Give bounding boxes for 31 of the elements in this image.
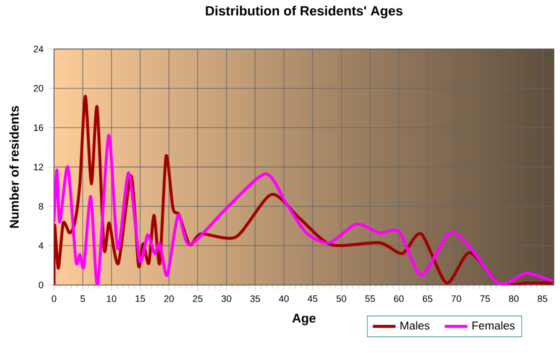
legend-label: Males <box>400 321 430 330</box>
chart-title: Distribution of Residents' Ages <box>206 6 402 18</box>
x-tick-label: 70 <box>452 295 462 302</box>
y-tick-label: 12 <box>34 164 44 170</box>
x-tick-label: 35 <box>250 295 260 302</box>
x-tick-label: 15 <box>136 295 145 302</box>
y-axis-title: Number of residents <box>9 106 19 228</box>
x-tick-label: 20 <box>164 295 174 302</box>
legend-label: Females <box>472 321 515 330</box>
y-tick-label: 4 <box>38 242 44 249</box>
x-tick-label: 55 <box>365 295 375 302</box>
y-tick-label: 0 <box>38 282 44 288</box>
y-tick-label: 20 <box>34 85 44 92</box>
x-tick-label: 80 <box>508 295 519 302</box>
x-tick-label: 25 <box>192 295 202 302</box>
x-tick-label: 85 <box>538 295 548 302</box>
y-tick-label: 8 <box>38 203 44 210</box>
x-axis-title: Age <box>292 314 316 326</box>
x-tick-label: 65 <box>422 295 432 302</box>
x-tick-label: 30 <box>222 295 232 302</box>
x-tick-label: 5 <box>80 295 85 302</box>
x-tick-label: 75 <box>480 295 490 302</box>
x-tick-label: 50 <box>336 295 346 302</box>
x-tick-label: 10 <box>107 295 116 302</box>
y-tick-label: 16 <box>34 124 44 131</box>
x-tick-label: 45 <box>308 295 318 302</box>
line-series <box>54 134 554 285</box>
x-tick-label: 40 <box>278 295 289 302</box>
x-tick-label: 60 <box>394 295 404 302</box>
x-tick-label: 0 <box>52 295 56 302</box>
y-tick-label: 24 <box>34 46 44 52</box>
